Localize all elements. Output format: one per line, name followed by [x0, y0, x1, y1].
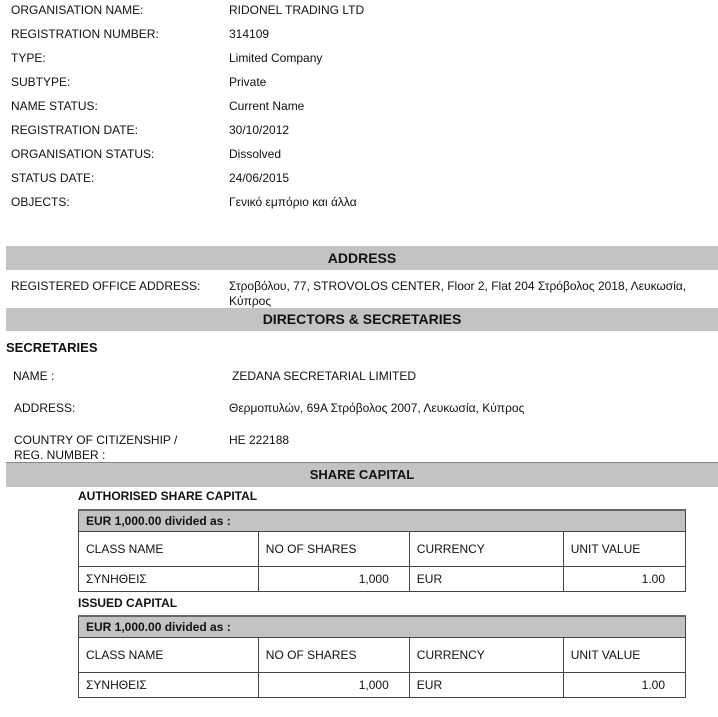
detail-value: Γενικό εμπόριο και άλλα: [229, 195, 357, 209]
column-header: CLASS NAME: [78, 637, 259, 673]
share-table-title: AUTHORISED SHARE CAPITAL: [78, 489, 258, 503]
column-header: NO OF SHARES: [257, 637, 410, 673]
detail-value: Private: [229, 75, 267, 89]
table-cell: EUR: [408, 566, 564, 592]
table-header-row: CLASS NAME NO OF SHARES CURRENCY UNIT VALUE: [78, 637, 687, 673]
table-row: ΣΥΝΗΘΕΙΣ 1,000 EUR 1.00: [78, 672, 687, 698]
column-header: UNIT VALUE: [562, 531, 687, 567]
secretary-reg-label-line2: REG. NUMBER :: [14, 448, 106, 462]
secretary-name-value: ZEDANA SECRETARIAL LIMITED: [232, 369, 417, 383]
detail-value: 24/06/2015: [229, 171, 290, 185]
table-cell: ΣΥΝΗΘΕΙΣ: [78, 672, 259, 698]
table-cell: 1,000: [257, 672, 410, 698]
registered-office-value-line1: Στροβόλου, 77, STROVOLOS CENTER, Floor 2…: [229, 279, 687, 293]
secretaries-heading: SECRETARIES: [6, 340, 98, 355]
detail-label: STATUS DATE:: [11, 171, 95, 185]
detail-label: REGISTRATION NUMBER:: [11, 27, 159, 41]
share-capital-section-header: SHARE CAPITAL: [6, 462, 718, 487]
detail-value: RIDONEL TRADING LTD: [229, 3, 365, 17]
table-caption-row: EUR 1,000.00 divided as :: [78, 509, 686, 532]
detail-label: NAME STATUS:: [11, 99, 98, 113]
table-cell: ΣΥΝΗΘΕΙΣ: [78, 566, 259, 592]
column-header: UNIT VALUE: [562, 637, 687, 673]
column-header: NO OF SHARES: [257, 531, 410, 567]
table-cell: 1.00: [562, 566, 687, 592]
detail-label: OBJECTS:: [11, 195, 70, 209]
detail-label: SUBTYPE:: [11, 75, 71, 89]
table-row: ΣΥΝΗΘΕΙΣ 1,000 EUR 1.00: [78, 566, 687, 592]
table-caption: EUR 1,000.00 divided as :: [78, 615, 686, 638]
detail-value: 314109: [229, 27, 270, 41]
column-header: CURRENCY: [408, 637, 564, 673]
table-caption-row: EUR 1,000.00 divided as :: [78, 615, 686, 638]
secretary-address-label: ADDRESS:: [14, 401, 76, 415]
secretary-name-label: NAME :: [13, 369, 55, 383]
table-caption: EUR 1,000.00 divided as :: [78, 509, 686, 532]
detail-value: Limited Company: [229, 51, 323, 65]
address-section-header: ADDRESS: [6, 246, 718, 270]
detail-value: 30/10/2012: [229, 123, 290, 137]
detail-label: REGISTRATION DATE:: [11, 123, 138, 137]
registered-office-value-line2: Κύπρος: [229, 294, 272, 308]
directors-section-header: DIRECTORS & SECRETARIES: [6, 308, 718, 331]
column-header: CLASS NAME: [78, 531, 259, 567]
detail-value: Current Name: [229, 99, 305, 113]
table-cell: EUR: [408, 672, 564, 698]
secretary-reg-value: HE 222188: [229, 433, 290, 447]
table-cell: 1,000: [257, 566, 410, 592]
detail-label: TYPE:: [11, 51, 46, 65]
detail-value: Dissolved: [229, 147, 282, 161]
secretary-address-value: Θερμοπυλών, 69A Στρόβολος 2007, Λευκωσία…: [229, 401, 525, 415]
share-capital-table: EUR 1,000.00 divided as : CLASS NAME NO OF…: [78, 615, 687, 698]
share-table-title: ISSUED CAPITAL: [78, 596, 178, 610]
detail-label: ORGANISATION STATUS:: [11, 147, 155, 161]
secretary-reg-label-line1: COUNTRY OF CITIZENSHIP /: [14, 433, 178, 447]
registered-office-label: REGISTERED OFFICE ADDRESS:: [11, 279, 201, 293]
column-header: CURRENCY: [408, 531, 564, 567]
table-header-row: CLASS NAME NO OF SHARES CURRENCY UNIT VALUE: [78, 531, 687, 567]
table-cell: 1.00: [562, 672, 687, 698]
share-capital-table: EUR 1,000.00 divided as : CLASS NAME NO OF…: [78, 509, 687, 592]
detail-label: ORGANISATION NAME:: [11, 3, 144, 17]
